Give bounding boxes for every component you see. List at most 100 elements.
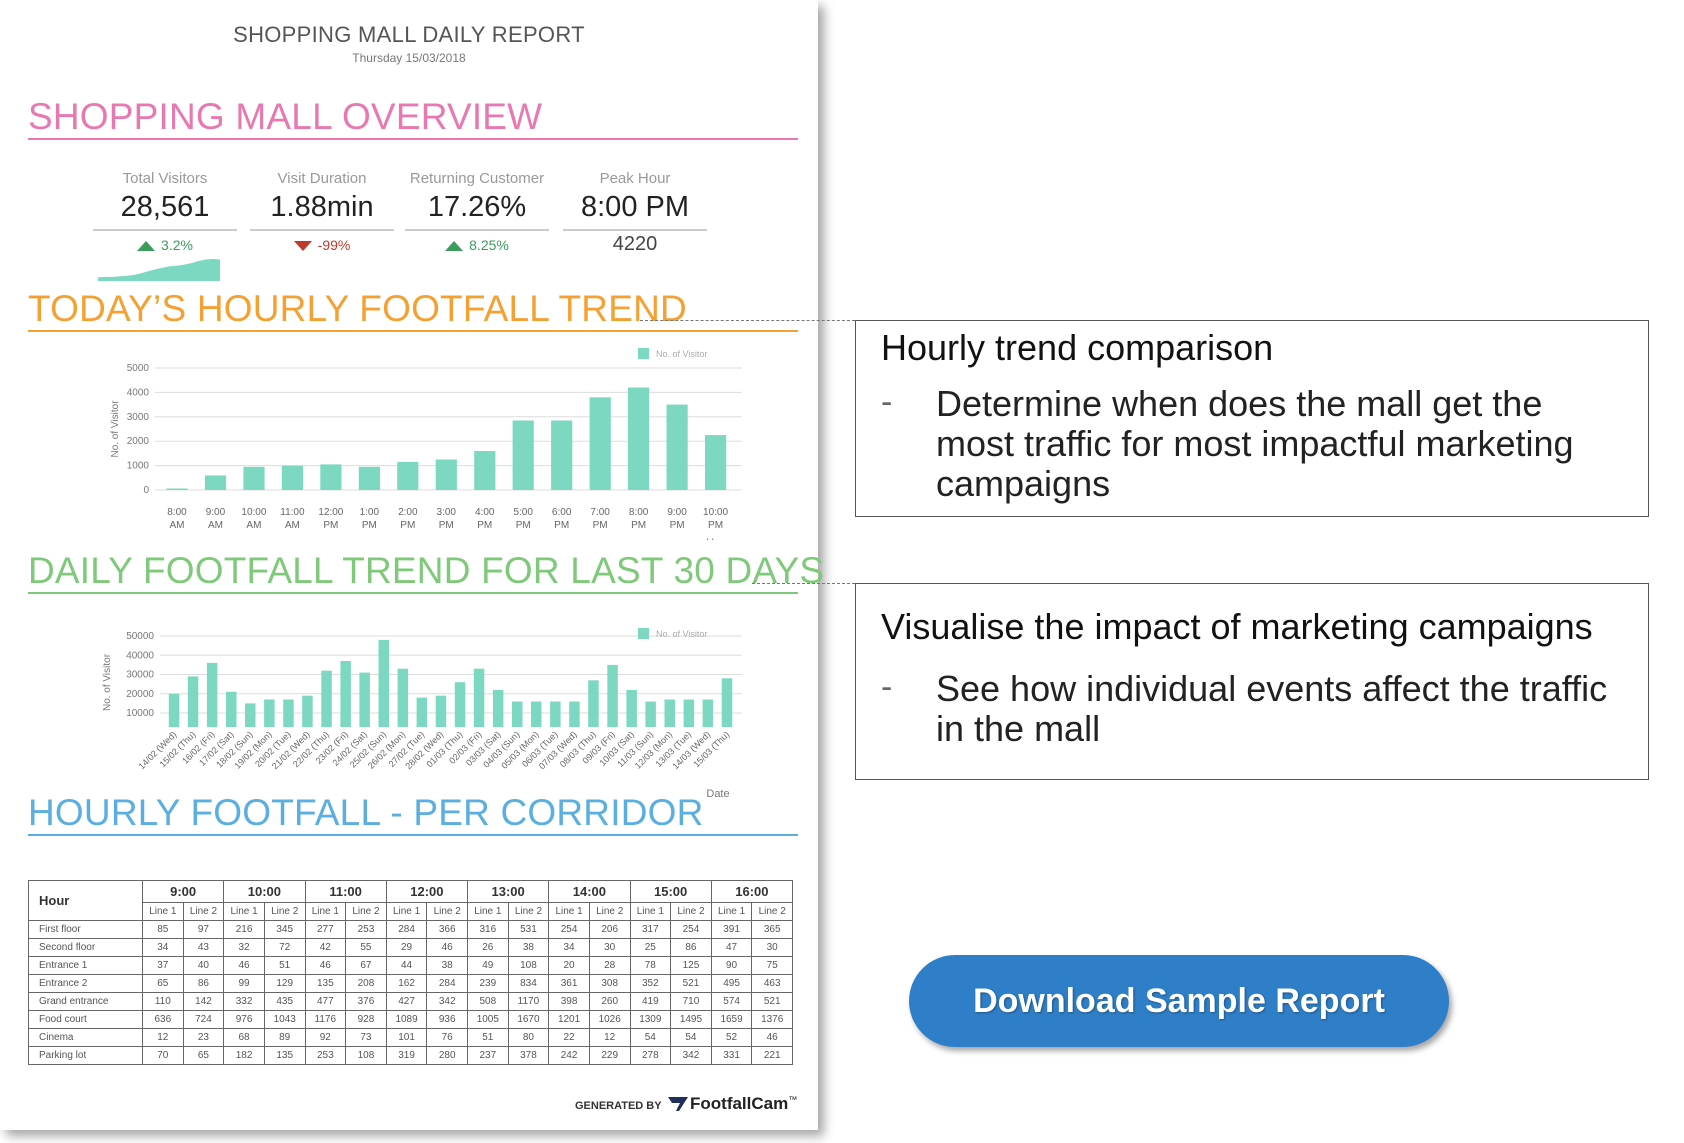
table-cell: 12 [142, 1028, 184, 1047]
table-cell: 22 [548, 1028, 590, 1047]
callout-line: in the mall [936, 708, 1101, 749]
callout-text: See how individual events affect the tra… [936, 669, 1607, 749]
bar [435, 695, 447, 727]
table-cell: 85 [142, 920, 184, 939]
bar [281, 465, 303, 490]
bar [589, 397, 611, 490]
table-cell: 284 [385, 920, 428, 939]
table-row: Grand entrance 110 142 332 435 477 376 427 342 50… [28, 992, 793, 1011]
table-cell: 55 [345, 938, 387, 957]
table-cell: 34 [548, 938, 590, 957]
bar [283, 699, 294, 727]
table-cell: 32 [223, 938, 265, 957]
bar [569, 701, 580, 727]
line-subheader: Line 2 [588, 902, 631, 921]
up-arrow-icon [445, 241, 464, 252]
table-cell: 135 [263, 1046, 306, 1065]
table-cell: 99 [223, 974, 265, 993]
kpi-divider [250, 229, 394, 231]
download-sample-report-button[interactable]: Download Sample Report [909, 955, 1449, 1047]
table-cell: 37 [142, 956, 184, 975]
hour-column-header: 14:00 [548, 880, 631, 903]
y-axis-label: No. of Visitor [102, 653, 113, 711]
kpi-change-value: 3.2% [161, 237, 193, 253]
table-cell: 67 [345, 956, 387, 975]
line-subheader: Line 2 [182, 902, 225, 921]
table-cell: 73 [345, 1028, 387, 1047]
callout-line: campaigns [936, 463, 1111, 504]
x-tick-label: 5:00 [513, 507, 533, 518]
table-row: Food court 636 724 976 1043 1176 928 1089 936 100… [28, 1010, 793, 1029]
table-cell: 216 [223, 920, 265, 939]
line-subheader: Line 2 [345, 902, 387, 921]
line-subheader: Line 1 [385, 902, 428, 921]
kpi-value: 28,561 [120, 191, 210, 223]
brand-trademark: ™ [788, 1094, 798, 1105]
table-cell: 398 [548, 992, 590, 1011]
table-cell: 284 [426, 974, 468, 993]
legend-swatch [638, 348, 649, 359]
bar [512, 420, 534, 490]
corridor-section-title: HOURLY FOOTFALL - PER CORRIDOR [28, 792, 704, 833]
corridor-name: Cinema [28, 1028, 143, 1047]
table-cell: 366 [426, 920, 468, 939]
bar [206, 662, 218, 727]
table-cell: 277 [304, 920, 347, 939]
bar [243, 466, 265, 490]
kpi-visit-duration: Visit Duration 1.88min -99% [250, 170, 394, 253]
x-tick-label: PM [362, 520, 377, 531]
hour-column-header: 10:00 [223, 880, 306, 903]
table-cell: 54 [629, 1028, 672, 1047]
sparkline-area [98, 259, 220, 281]
line-subheader: Line 2 [751, 902, 793, 921]
table-cell: 477 [304, 992, 347, 1011]
kpi-change: -99% [250, 237, 394, 253]
table-cell: 239 [467, 974, 509, 993]
legend-label: No. of Visitor [656, 349, 707, 359]
table-cell: 68 [223, 1028, 265, 1047]
callout-leader-1 [640, 320, 855, 321]
table-cell: 463 [751, 974, 793, 993]
hourly-rule [28, 330, 798, 332]
table-cell: 97 [182, 920, 225, 939]
table-cell: 361 [548, 974, 590, 993]
bar [168, 693, 180, 728]
table-cell: 25 [629, 938, 672, 957]
y-tick-label: 10000 [126, 708, 154, 719]
table-cell: 1376 [751, 1010, 793, 1029]
hour-column-header: 12:00 [385, 880, 469, 903]
callout-line: See how individual events affect the tra… [936, 668, 1608, 709]
table-cell: 40 [182, 956, 225, 975]
table-cell: 208 [345, 974, 387, 993]
table-cell: 30 [588, 938, 631, 957]
table-cell: 331 [710, 1046, 753, 1065]
table-cell: 237 [467, 1046, 509, 1065]
table-cell: 72 [263, 938, 306, 957]
table-cell: 46 [223, 956, 265, 975]
kpi-value: 8:00 PM [581, 191, 689, 223]
bar [721, 678, 733, 727]
table-cell: 49 [467, 956, 509, 975]
bar [204, 475, 227, 490]
table-cell: 65 [142, 974, 184, 993]
bar [264, 699, 275, 727]
table-cell: 125 [670, 956, 712, 975]
table-cell: 80 [507, 1028, 550, 1047]
x-tick-label: 9:00 [206, 507, 226, 518]
daily-section-title: DAILY FOOTFALL TREND FOR LAST 30 DAYS [28, 550, 825, 591]
table-cell: 378 [507, 1046, 550, 1065]
bar [474, 451, 496, 490]
table-cell: 20 [548, 956, 590, 975]
x-tick-label: 6:00 [552, 507, 572, 518]
bar [454, 682, 466, 727]
x-tick-label: PM [554, 520, 569, 531]
table-cell: 70 [142, 1046, 184, 1065]
bar [187, 676, 199, 727]
y-axis-label: No. of Visitor [110, 400, 121, 458]
table-cell: 86 [182, 974, 225, 993]
hour-column-header: 15:00 [629, 880, 712, 903]
table-cell: 89 [263, 1028, 306, 1047]
bullet-dash: - [881, 383, 893, 421]
report-date: Thursday 15/03/2018 [352, 51, 466, 65]
table-cell: 108 [507, 956, 550, 975]
